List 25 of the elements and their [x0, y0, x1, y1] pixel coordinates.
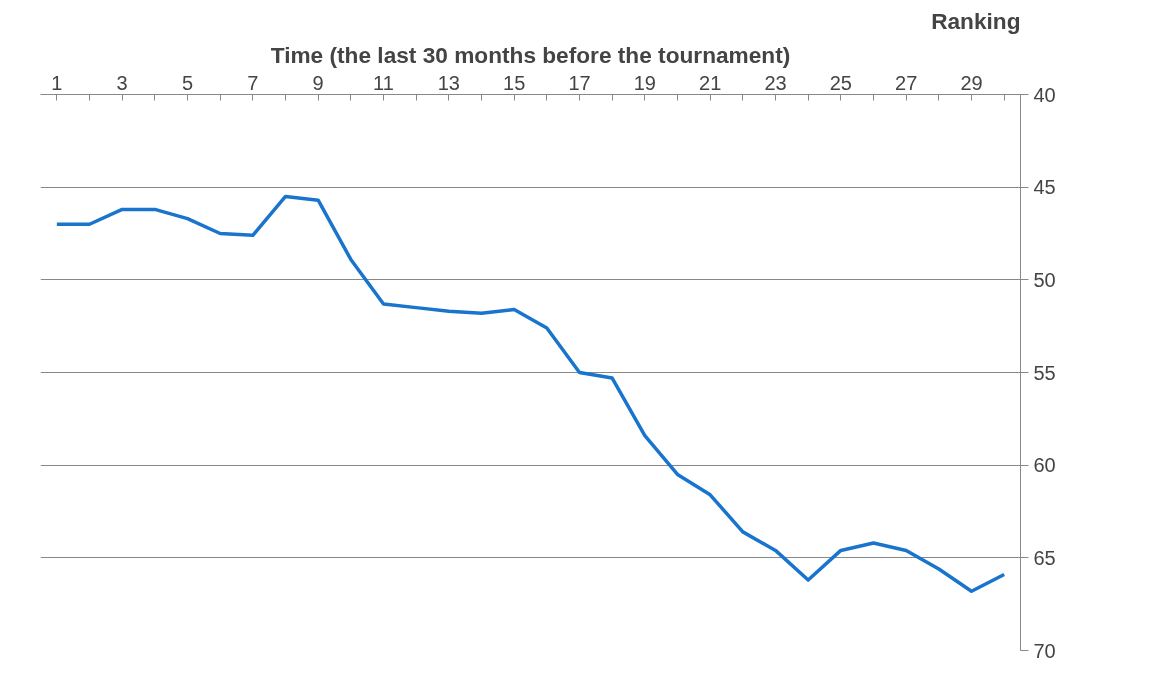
x-tick-label: 15: [503, 71, 526, 94]
x-tick-label: 3: [116, 71, 128, 94]
x-tick-label: 19: [633, 71, 656, 94]
y-tick-label: 65: [1033, 546, 1056, 569]
y-tick-label: 50: [1033, 268, 1056, 291]
line-series: [55, 194, 1006, 593]
x-tick-label: 27: [895, 71, 918, 94]
y-tick-label: 55: [1033, 361, 1056, 384]
x-axis-title: Time (the last 30 months before the tournament): [270, 41, 791, 68]
x-tick-label: 7: [247, 71, 259, 94]
y-axis-title: Ranking: [931, 7, 1021, 34]
x-tick-label: 1: [51, 71, 63, 94]
y-tick-label: 70: [1033, 639, 1056, 662]
y-tick-label: 60: [1033, 454, 1056, 477]
x-tick-label: 5: [181, 71, 194, 94]
y-tick-label: 45: [1033, 176, 1056, 199]
x-tick-label: 9: [312, 71, 324, 94]
x-tick-label: 17: [568, 71, 591, 94]
x-tick-label: 21: [699, 71, 722, 94]
x-tick-label: 11: [373, 71, 394, 94]
y-tick-label: 40: [1033, 83, 1056, 106]
x-tick-label: 13: [437, 71, 460, 94]
x-tick-label: 25: [829, 71, 852, 94]
x-tick-label: 29: [960, 71, 983, 94]
x-tick-label: 23: [764, 71, 787, 94]
